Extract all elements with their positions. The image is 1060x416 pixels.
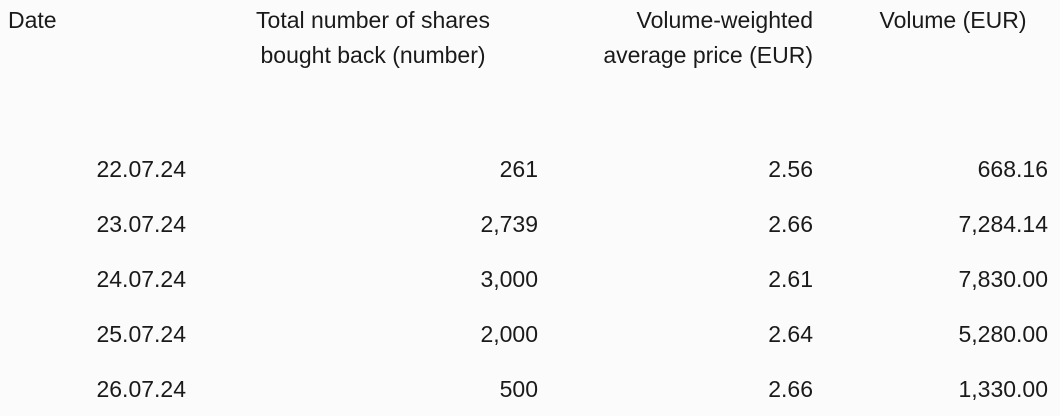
value-cell: 3,000 [480, 266, 538, 292]
date-cell: 22.07.24 [96, 156, 186, 182]
date-cell: 24.07.24 [96, 266, 186, 292]
value-cell: 2.56 [768, 156, 813, 182]
column-header: Volume (EUR) [879, 7, 1027, 33]
value-cell: 668.16 [977, 156, 1048, 182]
value-cell: 5,280.00 [958, 321, 1048, 347]
column-header: Date [8, 7, 57, 33]
value-cell: 261 [499, 156, 538, 182]
value-cell: 7,284.14 [958, 211, 1048, 237]
column-header: average price (EUR) [603, 42, 813, 68]
date-cell: 23.07.24 [96, 211, 186, 237]
value-cell: 7,830.00 [958, 266, 1048, 292]
column-header: bought back (number) [260, 42, 486, 68]
value-cell: 2,739 [480, 211, 538, 237]
value-cell: 2.66 [768, 376, 813, 402]
column-header: Volume-weighted [636, 7, 813, 33]
date-cell: 25.07.24 [96, 321, 186, 347]
value-cell: 2.61 [768, 266, 813, 292]
value-cell: 500 [499, 376, 538, 402]
date-cell: 26.07.24 [96, 376, 186, 402]
value-cell: 2.64 [768, 321, 813, 347]
value-cell: 2.66 [768, 211, 813, 237]
column-header: Total number of shares [256, 7, 490, 33]
value-cell: 1,330.00 [958, 376, 1048, 402]
value-cell: 2,000 [480, 321, 538, 347]
